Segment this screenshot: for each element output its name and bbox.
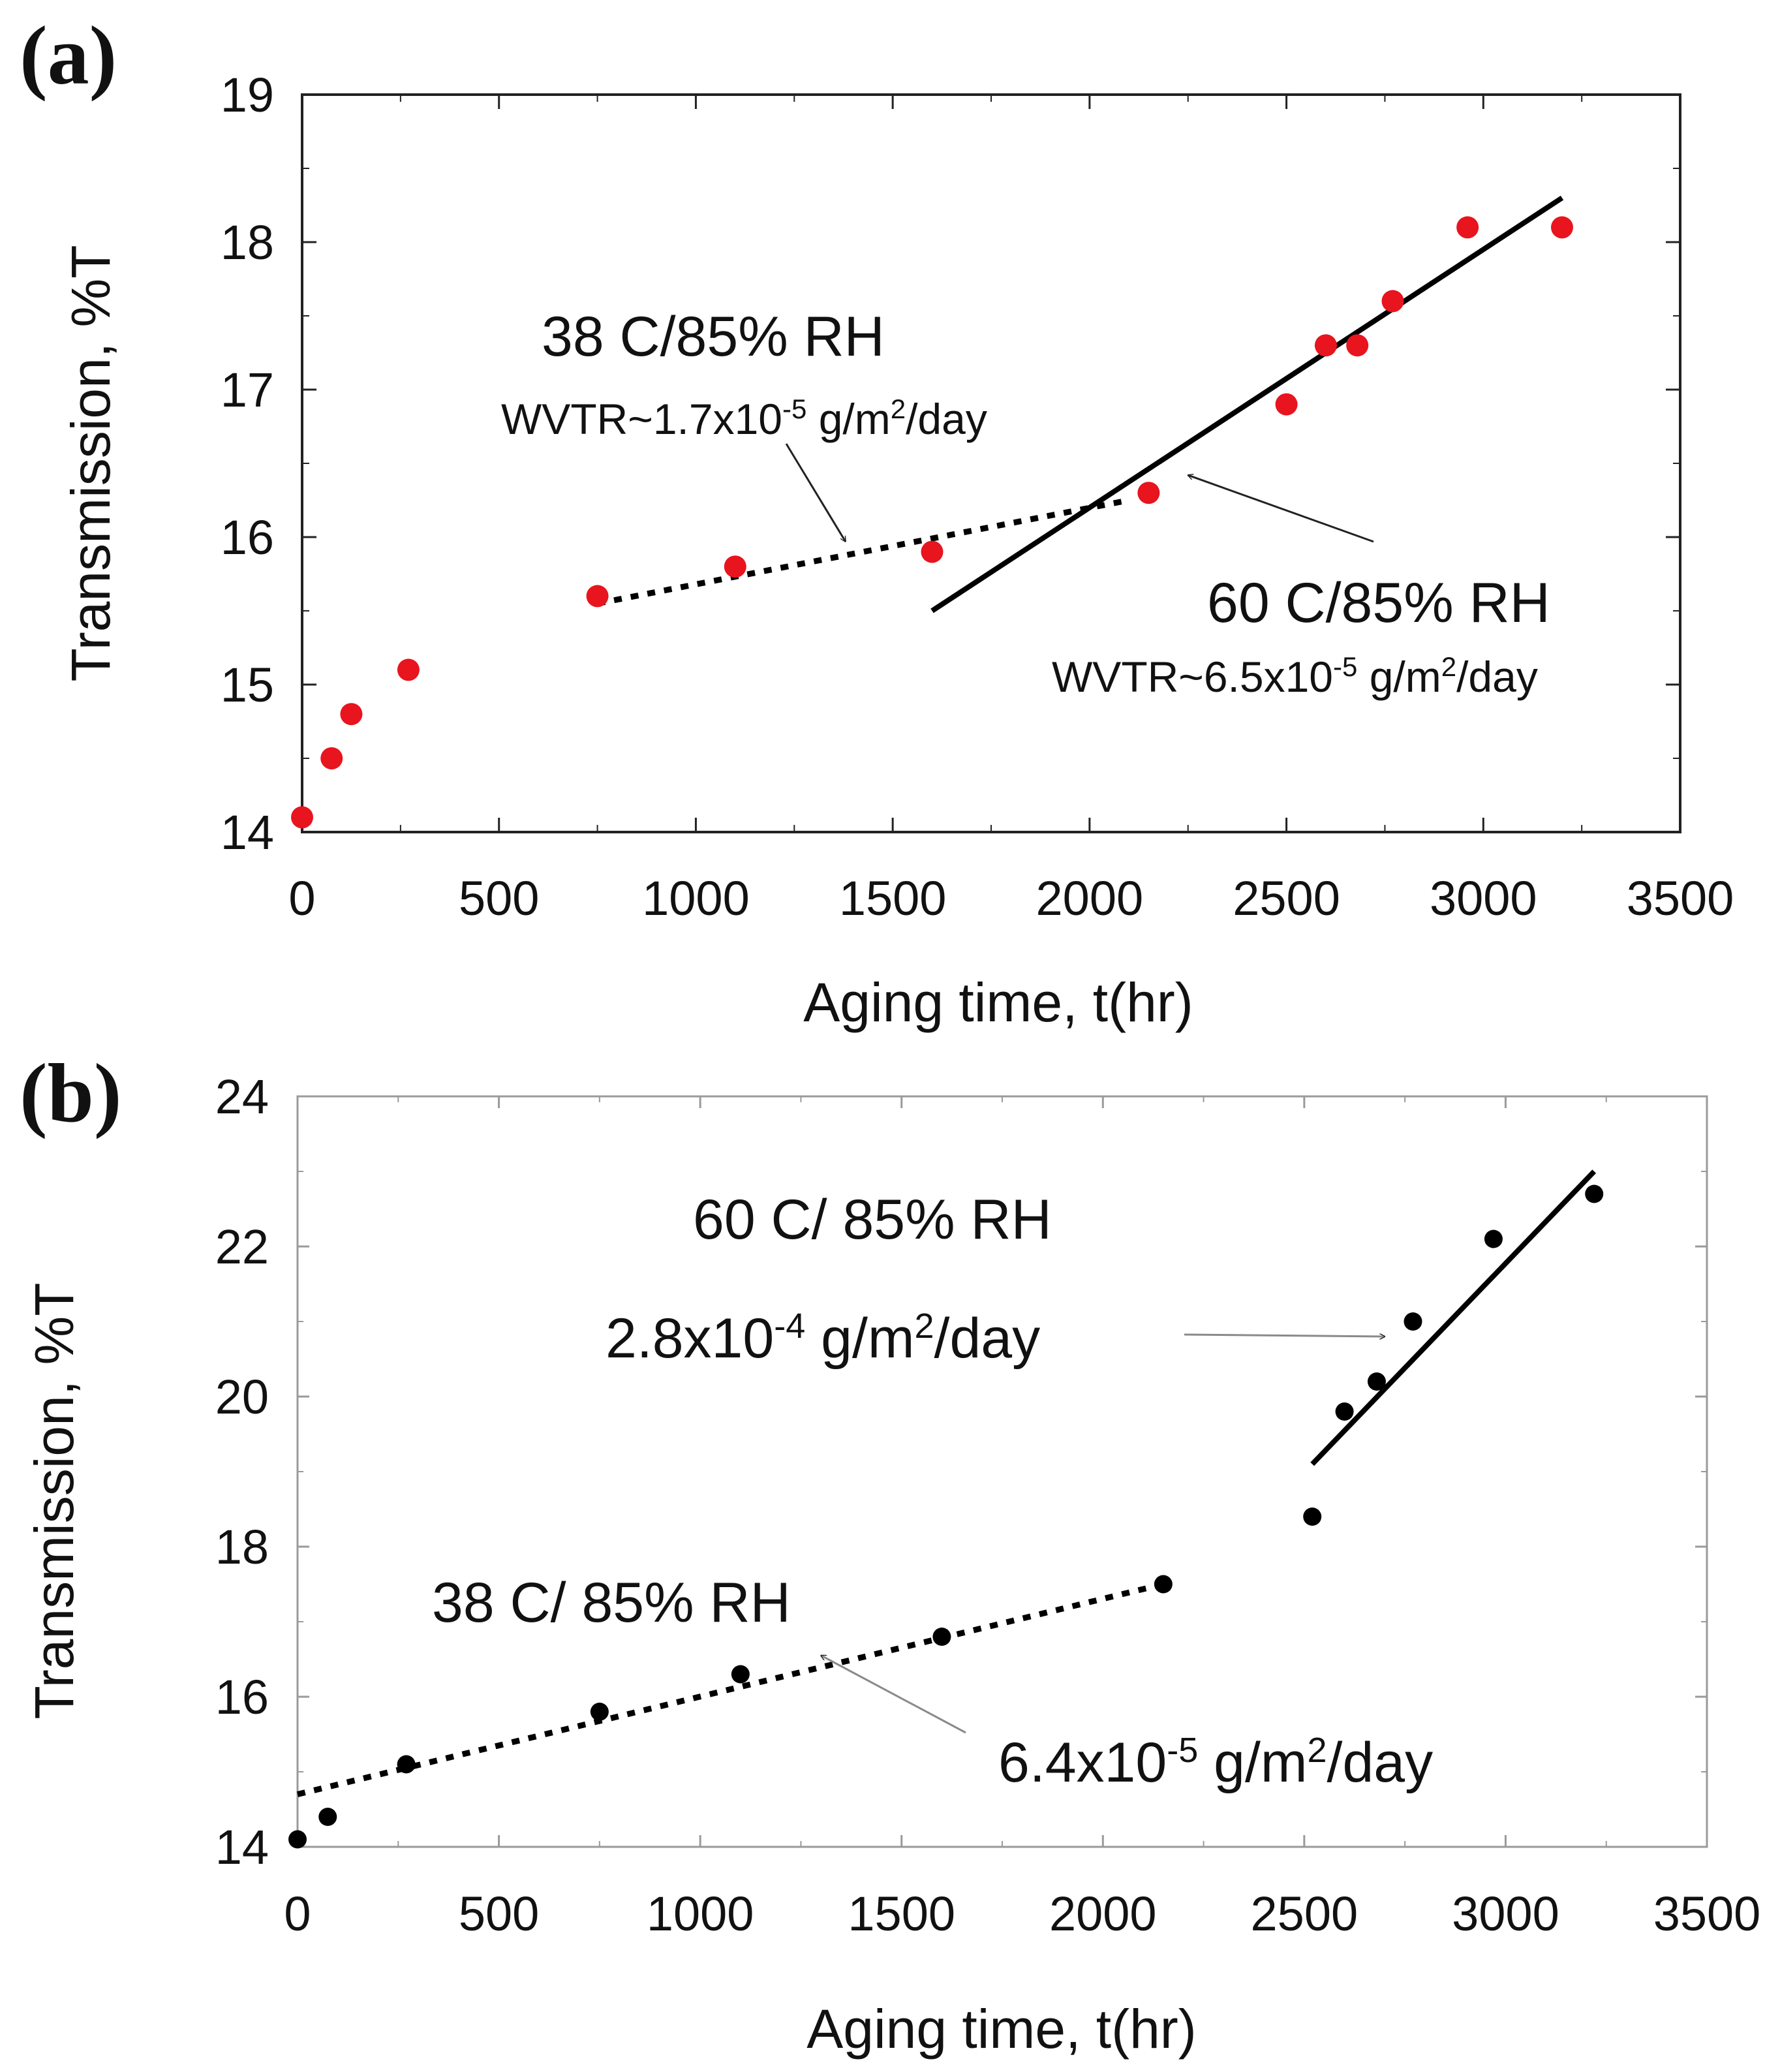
panel-b-annotation-38c-condition: 38 C/ 85% RH (432, 1571, 791, 1634)
panel-a-tick-marks (301, 93, 1681, 833)
panel-b-x-tick-labels: 0 500 1000 1500 2000 2500 3000 3500 (284, 1887, 1760, 1941)
y-tick-label: 16 (215, 1670, 269, 1724)
x-tick-label: 3000 (1452, 1887, 1559, 1941)
x-tick-label: 3000 (1430, 871, 1537, 925)
panel-a-y-tick-labels: 14 15 16 17 18 19 (221, 68, 274, 859)
y-tick-label: 17 (221, 363, 274, 417)
panel-a-x-tick-labels: 0 500 1000 1500 2000 2500 3000 3500 (288, 871, 1734, 925)
panel-b-y-axis-label: Transmission, %T (23, 1282, 85, 1719)
data-point (1404, 1312, 1422, 1331)
x-tick-label: 1000 (642, 871, 750, 925)
x-tick-label: 2500 (1233, 871, 1340, 925)
panel-b-y-tick-labels: 14 16 18 20 22 24 (215, 1070, 269, 1874)
fit-line-60c-solid (930, 195, 1564, 613)
data-point (1154, 1575, 1173, 1594)
data-point (932, 1628, 951, 1646)
data-point (731, 1665, 750, 1684)
fit-line-38c-dotted (296, 1581, 1164, 1797)
data-point (586, 585, 609, 608)
data-point (1367, 1372, 1386, 1391)
panel-a-data-points (291, 216, 1573, 829)
y-tick-label: 19 (221, 68, 274, 122)
x-tick-label: 2500 (1251, 1887, 1358, 1941)
data-point (1484, 1229, 1503, 1248)
x-tick-label: 2000 (1036, 871, 1144, 925)
x-tick-label: 0 (288, 871, 315, 925)
panel-b-label: (b) (20, 1047, 121, 1139)
x-tick-label: 2000 (1049, 1887, 1157, 1941)
panel-b-data-points (288, 1184, 1604, 1849)
data-point (1550, 216, 1573, 239)
panel-a-annotation-60c-arrow (1188, 475, 1374, 543)
data-point (397, 1755, 416, 1774)
data-point (1137, 482, 1160, 504)
x-tick-label: 1500 (839, 871, 947, 925)
panel-a-annotation-38c-rate: WVTR~1.7x10-5 g/m2/day (501, 394, 987, 443)
chart-panel-b: (b) 0 500 1000 1500 2000 2500 3000 3500 14 16 18 2… (20, 1047, 1760, 2060)
y-tick-label: 18 (215, 1520, 269, 1574)
panel-a-annotation-38c-arrow (785, 443, 846, 542)
y-tick-label: 22 (215, 1220, 269, 1274)
data-point (1314, 334, 1337, 357)
panel-a-annotation-60c-condition: 60 C/85% RH (1207, 572, 1550, 634)
x-tick-label: 1000 (647, 1887, 754, 1941)
panel-a-annotation-38c-condition: 38 C/85% RH (542, 305, 885, 368)
data-point (318, 1808, 337, 1826)
data-point (288, 1830, 307, 1849)
x-tick-label: 500 (459, 871, 539, 925)
panel-b-annotation-60c-rate: 2.8x10-4 g/m2/day (606, 1307, 1040, 1370)
panel-a-plot-frame (301, 93, 1681, 833)
chart-panel-a: (a) 0 500 1000 1500 2000 2500 3000 3500 1415161… (20, 9, 1734, 1033)
panel-b-fit-lines (296, 1169, 1597, 1797)
fit-line-60c-solid (1310, 1169, 1597, 1466)
data-point (1275, 393, 1298, 416)
data-point (724, 555, 746, 578)
y-tick-label: 15 (221, 658, 274, 712)
y-tick-label: 20 (215, 1370, 269, 1424)
data-point (1585, 1184, 1604, 1203)
panel-b-tick-marks (296, 1095, 1708, 1848)
y-tick-label: 24 (215, 1070, 269, 1124)
x-tick-label: 3500 (1627, 871, 1734, 925)
data-point (1335, 1402, 1354, 1421)
data-point (1456, 216, 1479, 239)
panel-b-x-axis-label: Aging time, t(hr) (806, 1998, 1197, 2060)
fit-line-38c-dotted (596, 497, 1130, 607)
panel-b-annotation-38c-arrow (821, 1654, 966, 1734)
y-tick-label: 14 (215, 1820, 269, 1874)
data-point (590, 1703, 609, 1721)
y-tick-label: 16 (221, 510, 274, 564)
x-tick-label: 3500 (1653, 1887, 1761, 1941)
panel-b-annotation-60c-arrow (1184, 1335, 1385, 1337)
data-point (397, 658, 420, 681)
panel-a-x-axis-label: Aging time, t(hr) (803, 972, 1193, 1033)
panel-a-y-axis-label: Transmission, %T (60, 245, 121, 681)
data-point (291, 806, 313, 829)
data-point (921, 540, 944, 563)
x-tick-label: 0 (284, 1887, 311, 1941)
x-tick-label: 1500 (848, 1887, 955, 1941)
data-point (320, 747, 343, 769)
data-point (1381, 290, 1404, 313)
panel-b-annotation-60c-condition: 60 C/ 85% RH (693, 1188, 1052, 1251)
panel-a-annotation-60c-rate: WVTR~6.5x10-5 g/m2/day (1052, 651, 1538, 701)
y-tick-label: 18 (221, 215, 274, 270)
panel-a-label: (a) (20, 9, 117, 102)
data-point (340, 703, 363, 726)
data-point (1346, 334, 1369, 357)
y-tick-label: 14 (221, 805, 274, 859)
panel-b-annotation-38c-rate: 6.4x10-5 g/m2/day (998, 1731, 1433, 1794)
x-tick-label: 500 (459, 1887, 539, 1941)
panel-a-fit-lines (596, 195, 1564, 613)
data-point (1303, 1508, 1322, 1526)
